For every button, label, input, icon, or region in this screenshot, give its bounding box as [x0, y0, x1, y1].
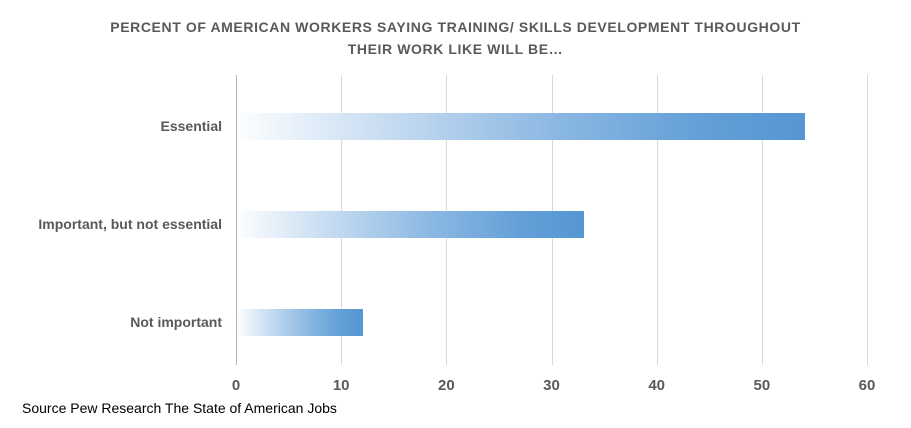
category-label: Important, but not essential — [38, 216, 222, 232]
gridline — [761, 75, 763, 365]
x-tick-label: 30 — [543, 377, 560, 394]
chart-title-line1: PERCENT OF AMERICAN WORKERS SAYING TRAIN… — [110, 19, 801, 35]
bar — [237, 210, 585, 238]
chart-title: PERCENT OF AMERICAN WORKERS SAYING TRAIN… — [0, 16, 911, 60]
plot-area: 0 10 20 30 40 50 60 Essential Important, but not… — [38, 75, 875, 394]
x-tick-label: 60 — [858, 377, 876, 394]
gridline — [656, 75, 658, 365]
x-tick-label: 40 — [648, 377, 665, 394]
x-tick-label: 20 — [437, 377, 455, 394]
chart-title-line2: THEIR WORK LIKE WILL BE… — [347, 41, 564, 57]
x-tick-label: 10 — [332, 377, 350, 394]
x-tick-label: 0 — [231, 377, 241, 394]
source-note: Source Pew Research The State of America… — [22, 400, 337, 416]
gridline — [867, 75, 868, 365]
y-axis-line — [236, 75, 237, 365]
bar — [237, 112, 805, 140]
bar — [237, 308, 364, 336]
x-tick-label: 50 — [753, 377, 771, 394]
category-label: Not important — [130, 314, 222, 330]
category-label: Essential — [160, 118, 222, 134]
